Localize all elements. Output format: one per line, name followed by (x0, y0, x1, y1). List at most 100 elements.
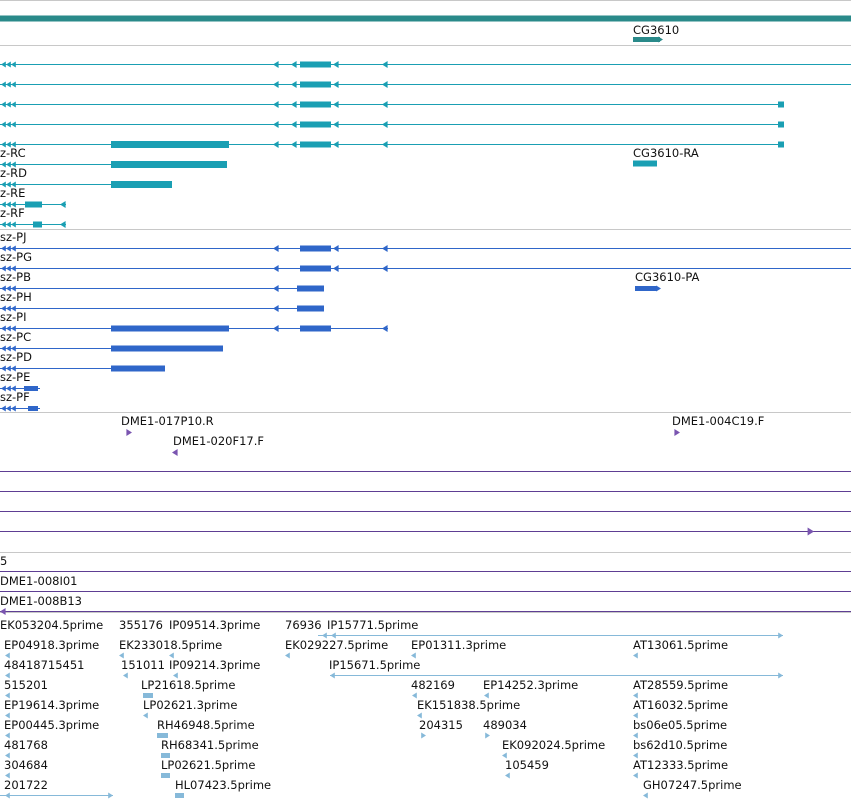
est-label[interactable]: EK233018.5prime (119, 638, 223, 652)
arrow-left (123, 672, 128, 679)
arrow-left (11, 101, 16, 108)
est-label[interactable]: EK092024.5prime (502, 738, 606, 752)
est-label[interactable]: EK053204.5prime (0, 618, 104, 632)
transcript-label[interactable]: z-RD (0, 166, 28, 180)
protein-label[interactable]: sz-PE (0, 370, 31, 384)
est-label[interactable]: bs62d10.5prime (633, 738, 728, 752)
protein-label[interactable]: sz-PB (0, 270, 32, 284)
arrow-left (119, 652, 124, 659)
est-label[interactable]: 482169 (411, 678, 455, 692)
arrow-left (5, 692, 10, 699)
est-label[interactable]: LP02621.5prime (161, 758, 256, 772)
arrow-left (11, 141, 16, 148)
arrow-left (6, 365, 11, 372)
est-label[interactable]: IP09214.3prime (169, 658, 261, 672)
est-label[interactable]: EK029227.5prime (285, 638, 389, 652)
protein-label[interactable]: sz-PD (0, 350, 32, 364)
arrow-left (291, 61, 297, 68)
est-label[interactable]: 204315 (419, 718, 463, 732)
est-label[interactable]: 515201 (4, 678, 48, 692)
protein-label[interactable]: sz-PI (0, 310, 27, 324)
est-label[interactable]: GH07247.5prime (643, 778, 742, 792)
gene-span-bar (0, 15, 851, 22)
est-label[interactable]: 304684 (4, 758, 48, 772)
arrow-left (333, 81, 339, 88)
protein-label[interactable]: sz-PH (0, 290, 32, 304)
est-label[interactable]: EP19614.3prime (4, 698, 100, 712)
est-label[interactable]: EP14252.3prime (483, 678, 579, 692)
arrow-left (1, 61, 6, 68)
est-label[interactable]: 201722 (4, 778, 48, 792)
transcript-exon (300, 81, 331, 88)
arrow-left (11, 181, 16, 188)
clone-end-label[interactable]: DME1-017P10.R (121, 414, 214, 428)
est-label[interactable]: EK151838.5prime (417, 698, 521, 712)
transcript-exon (33, 221, 42, 228)
arrow-left (633, 692, 638, 699)
est-label[interactable]: IP15671.5prime (329, 658, 421, 672)
arrow-left (6, 181, 11, 188)
est-label[interactable]: AT12333.5prime (633, 758, 729, 772)
transcript-label[interactable]: z-RC (0, 146, 26, 160)
est-label[interactable]: 481768 (4, 738, 48, 752)
est-label[interactable]: HL07423.5prime (175, 778, 272, 792)
est-label[interactable]: LP21618.5prime (141, 678, 236, 692)
arrow-left (382, 101, 388, 108)
clone-label[interactable]: DME1-008B13 (0, 594, 82, 608)
protein-block (111, 345, 223, 352)
gene-feature (633, 37, 660, 42)
transcript-label[interactable]: CG3610-RA (633, 146, 699, 160)
transcript-exon (778, 101, 784, 108)
arrow-left (6, 285, 11, 292)
protein-label[interactable]: sz-PG (0, 250, 33, 264)
clone-label[interactable]: DME1-008I01 (0, 574, 78, 588)
est-label[interactable]: bs06e05.5prime (633, 718, 728, 732)
protein-label[interactable]: CG3610-PA (635, 270, 700, 284)
transcript-label[interactable]: z-RF (0, 206, 25, 220)
est-label[interactable]: RH68341.5prime (161, 738, 259, 752)
est-label[interactable]: EP01311.3prime (411, 638, 507, 652)
arrow-left (6, 265, 11, 272)
est-label[interactable]: 355176 (119, 618, 163, 632)
est-label[interactable]: IP15771.5prime (327, 618, 419, 632)
protein-label[interactable]: sz-PJ (0, 230, 27, 244)
arrow-left (505, 772, 510, 779)
est-label[interactable]: 76936 (285, 618, 322, 632)
transcript-exon (111, 181, 172, 188)
clone-label[interactable]: 5 (0, 554, 8, 568)
transcript-label[interactable]: z-RE (0, 186, 26, 200)
est-label[interactable]: 105459 (505, 758, 549, 772)
arrow-left (143, 712, 148, 719)
est-label[interactable]: 48418715451 (4, 658, 85, 672)
protein-block (300, 245, 331, 252)
clone-end-label[interactable]: DME1-020F17.F (173, 434, 264, 448)
est-label[interactable]: EP00445.3prime (4, 718, 100, 732)
arrow-left (6, 385, 11, 392)
gene-label[interactable]: CG3610 (633, 23, 680, 37)
est-label[interactable]: IP09514.3prime (169, 618, 261, 632)
arrow-left (5, 672, 10, 679)
est-label[interactable]: RH46948.5prime (157, 718, 255, 732)
est-label[interactable]: 151011 (121, 658, 165, 672)
arrow-left (633, 732, 638, 739)
est-label[interactable]: LP02621.3prime (143, 698, 238, 712)
arrow-left (6, 325, 11, 332)
est-label[interactable]: EP04918.3prime (4, 638, 100, 652)
protein-label[interactable]: sz-PF (0, 390, 30, 404)
arrow-left (273, 81, 279, 88)
arrow-left (11, 161, 16, 168)
arrow-left (5, 772, 10, 779)
est-label[interactable]: 489034 (483, 718, 527, 732)
arrow-left (382, 81, 388, 88)
arrow-left (11, 201, 16, 208)
arrow-left (1, 365, 6, 372)
arrow-left (6, 161, 11, 168)
est-label[interactable]: AT16032.5prime (633, 698, 729, 712)
est-label[interactable]: AT13061.5prime (633, 638, 729, 652)
arrow-left (6, 245, 11, 252)
transcript-exon (300, 101, 331, 108)
clone-end-label[interactable]: DME1-004C19.F (672, 414, 765, 428)
protein-label[interactable]: sz-PC (0, 330, 32, 344)
est-label[interactable]: AT28559.5prime (633, 678, 729, 692)
